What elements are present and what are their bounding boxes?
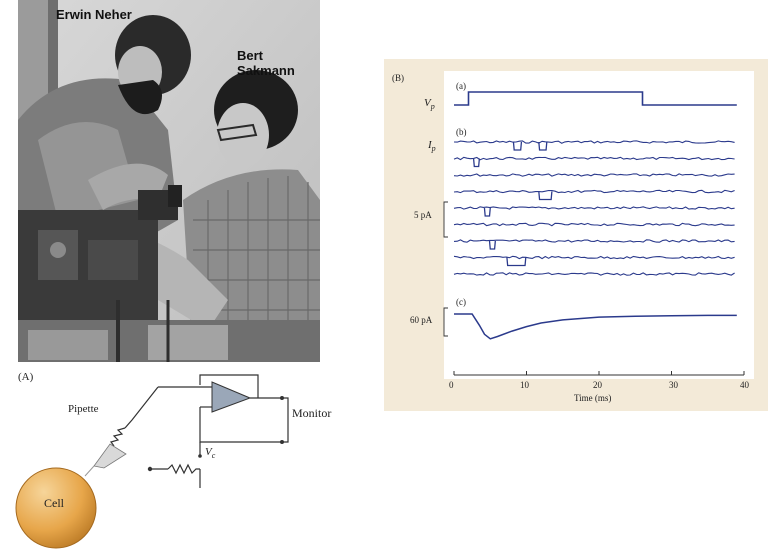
sweep-trace-6: [453, 222, 735, 227]
sweep-trace-7: [453, 239, 735, 243]
channel-opening-2: [538, 141, 548, 151]
ip-subscript: p: [431, 144, 436, 154]
vp-label: Vp: [424, 97, 435, 111]
xtick-40: 40: [740, 380, 749, 390]
sweep-trace-5: [453, 206, 735, 210]
sweep-trace-9: [453, 272, 735, 276]
sweep-trace-8: [453, 255, 735, 260]
xtick-0: 0: [449, 380, 454, 390]
recording-traces: [443, 71, 754, 379]
xtick-30: 30: [669, 380, 678, 390]
amplifier-icon: [211, 381, 252, 413]
ip-label: Ip: [428, 139, 436, 153]
channel-opening-5: [483, 207, 491, 217]
scale-bar-5pa: [443, 201, 448, 238]
sweep-trace-4: [453, 189, 735, 194]
scale-60pa-label: 60 pA: [410, 315, 433, 325]
scale-5pa-label: 5 pA: [414, 210, 432, 220]
channel-opening-7: [506, 257, 527, 267]
pipette-icon: [93, 443, 127, 469]
vp-main: V: [424, 97, 431, 109]
ip-main: I: [428, 139, 432, 151]
cell-icon: [15, 467, 97, 549]
channel-opening-3: [472, 158, 481, 168]
channel-opening-6: [488, 240, 496, 250]
recording-panel: (B) (a) (b) (c) Vp Ip 5 pA 60 pA 0 10 20…: [384, 59, 768, 411]
vp-subscript: p: [430, 102, 435, 112]
caption-erwin-neher: Erwin Neher: [56, 7, 132, 22]
channel-opening-1: [512, 141, 523, 151]
sweep-trace-3: [453, 173, 735, 177]
patch-clamp-circuit: [15, 374, 289, 549]
panel-a-label: (A): [18, 371, 34, 383]
sub-c-label: (c): [456, 297, 466, 307]
sub-b-label: (b): [456, 127, 467, 137]
cell-label: Cell: [44, 496, 64, 510]
voltage-step-trace: [454, 91, 737, 106]
vc-subscript: c: [211, 451, 216, 461]
researchers-photo-image: [18, 0, 320, 362]
vc-label: Vc: [205, 446, 215, 460]
sub-a-label: (a): [456, 81, 466, 91]
sweep-trace-2: [453, 156, 735, 161]
vc-main: V: [205, 446, 212, 458]
xtick-20: 20: [593, 380, 602, 390]
feedback-wire: [199, 374, 259, 398]
researchers-photo: Erwin Neher Bert Sakmann: [18, 0, 320, 362]
pipette-label: Pipette: [68, 403, 99, 415]
monitor-label: Monitor: [292, 406, 332, 420]
x-axis-label: Time (ms): [574, 393, 612, 403]
ensemble-average-trace: [454, 313, 737, 340]
scale-bar-60pa: [443, 307, 448, 337]
channel-opening-4: [538, 191, 553, 201]
xtick-10: 10: [520, 380, 529, 390]
panel-b-label: (B): [392, 73, 404, 83]
sweep-trace-1: [453, 140, 735, 144]
caption-bert-sakmann: Bert Sakmann: [237, 48, 295, 78]
